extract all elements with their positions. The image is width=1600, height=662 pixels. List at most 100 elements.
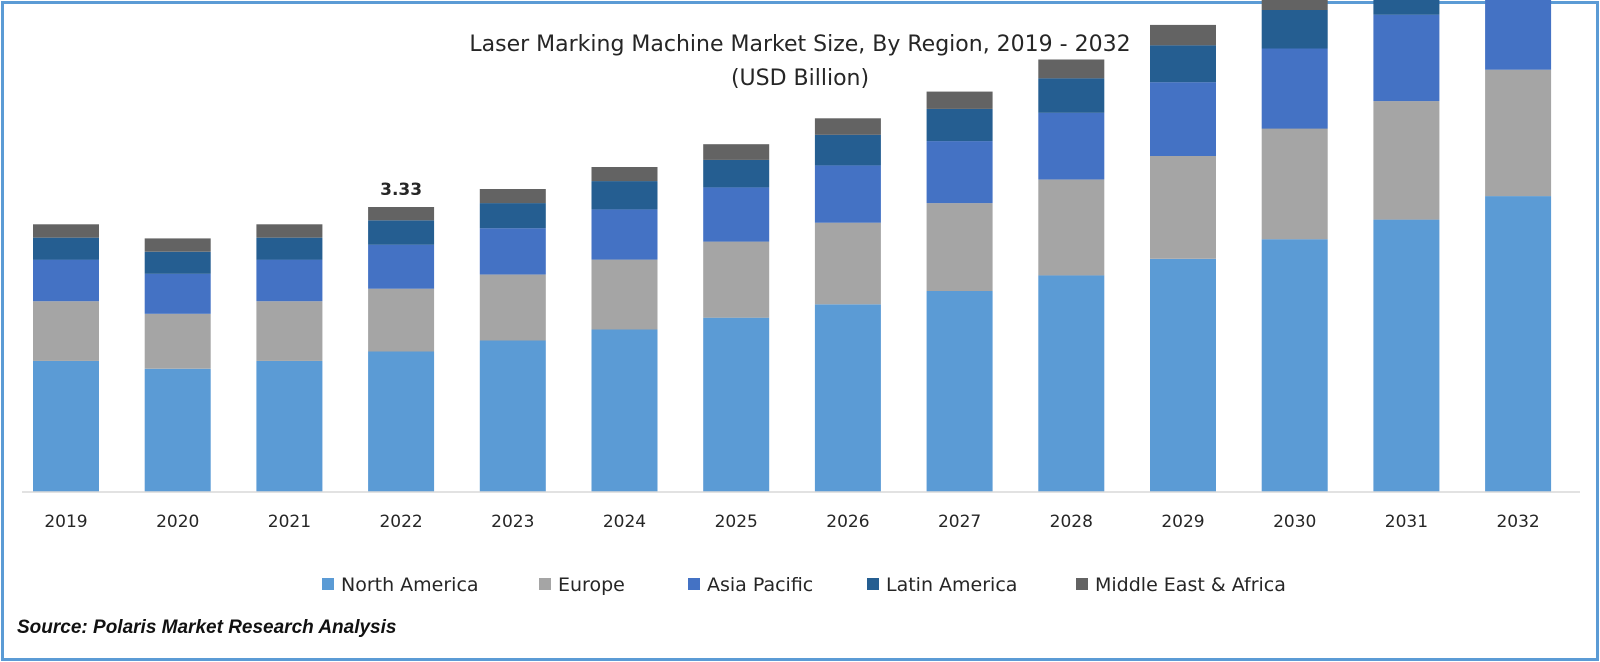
bar-segment-2021-asia-pacific	[256, 259, 323, 302]
x-tick-label: 2020	[156, 512, 199, 532]
bar-segment-2023-middle-east-africa	[479, 189, 546, 204]
bar-segment-2031-latin-america	[1373, 0, 1440, 15]
bars-layer	[33, 0, 1552, 492]
bar-segment-2023-asia-pacific	[479, 228, 546, 275]
bar-segment-2030-north-america	[1261, 239, 1328, 492]
x-tick-label: 2019	[44, 512, 87, 532]
x-tick-label: 2025	[715, 512, 758, 532]
legend-swatch	[688, 578, 700, 590]
legend-swatch	[1076, 578, 1088, 590]
bar-segment-2028-europe	[1038, 179, 1105, 276]
legend: North America Europe Asia Pacific Latin Ame…	[322, 574, 1286, 596]
bar-segment-2029-europe	[1150, 156, 1216, 259]
bar-segment-2030-latin-america	[1261, 10, 1328, 49]
bar-segment-2029-middle-east-africa	[1150, 24, 1216, 46]
bar-segment-2019-latin-america	[33, 237, 99, 260]
chart-subtitle: (USD Billion)	[731, 66, 869, 91]
bar-segment-2022-north-america	[368, 351, 435, 492]
x-axis-ticks: 2019 2020 2021 2022 2023 2024 2025 2026 2027 2028…	[44, 512, 1539, 532]
bar-segment-2032-europe	[1485, 69, 1552, 197]
bar-segment-2025-latin-america	[703, 159, 770, 188]
bar-segment-2030-middle-east-africa	[1261, 0, 1328, 10]
bar-segment-2031-europe	[1373, 101, 1440, 220]
x-tick-label: 2029	[1161, 512, 1204, 532]
legend-label: North America	[341, 574, 479, 596]
x-tick-label: 2024	[603, 512, 646, 532]
x-tick-label: 2023	[491, 512, 534, 532]
bar-segment-2022-europe	[368, 288, 435, 352]
bar-segment-2021-europe	[256, 301, 323, 361]
legend-swatch	[322, 578, 334, 590]
bar-segment-2023-europe	[479, 274, 546, 341]
bar-segment-2029-north-america	[1150, 258, 1216, 492]
x-tick-label: 2027	[938, 512, 981, 532]
bar-segment-2023-north-america	[479, 340, 546, 492]
bar-segment-2026-middle-east-africa	[814, 118, 881, 135]
bar-segment-2021-latin-america	[256, 237, 323, 260]
bar-segment-2024-north-america	[591, 329, 658, 492]
bar-segment-2030-europe	[1261, 128, 1328, 240]
legend-swatch	[539, 578, 551, 590]
chart-title: Laser Marking Machine Market Size, By Re…	[469, 32, 1130, 57]
bar-segment-2021-middle-east-africa	[256, 224, 323, 238]
bar-segment-2024-middle-east-africa	[591, 167, 658, 182]
bar-segment-2021-north-america	[256, 360, 323, 492]
bar-segment-2019-north-america	[33, 360, 99, 492]
bar-segment-2025-north-america	[703, 317, 770, 492]
bar-segment-2024-latin-america	[591, 181, 658, 210]
bar-segment-2020-latin-america	[144, 251, 211, 274]
x-tick-label: 2030	[1273, 512, 1316, 532]
bar-segment-2023-latin-america	[479, 203, 546, 229]
bar-segment-2030-asia-pacific	[1261, 48, 1328, 129]
bar-segment-2020-europe	[144, 313, 211, 369]
bar-segment-2020-asia-pacific	[144, 273, 211, 314]
bar-segment-2024-asia-pacific	[591, 209, 658, 260]
bar-segment-2022-asia-pacific	[368, 244, 435, 289]
data-labels: 3.33	[380, 180, 422, 200]
bar-segment-2027-latin-america	[926, 108, 993, 142]
bar-segment-2019-middle-east-africa	[33, 224, 99, 238]
bar-segment-2020-north-america	[144, 368, 211, 492]
bar-segment-2027-europe	[926, 203, 993, 291]
legend-label: Asia Pacific	[707, 574, 813, 596]
bar-segment-2032-north-america	[1485, 196, 1552, 492]
x-tick-label: 2026	[826, 512, 869, 532]
bar-segment-2019-europe	[33, 301, 99, 361]
bar-segment-2026-latin-america	[814, 134, 881, 166]
bar-segment-2032-asia-pacific	[1485, 0, 1552, 70]
x-tick-label: 2022	[379, 512, 422, 532]
x-tick-label: 2031	[1385, 512, 1428, 532]
legend-label: Middle East & Africa	[1095, 574, 1286, 596]
bar-segment-2028-latin-america	[1038, 78, 1105, 113]
bar-segment-2028-north-america	[1038, 275, 1105, 492]
bar-segment-2024-europe	[591, 259, 658, 330]
bar-segment-2025-middle-east-africa	[703, 144, 770, 160]
bar-segment-2027-north-america	[926, 291, 993, 492]
data-label: 3.33	[380, 180, 422, 200]
bar-segment-2026-north-america	[814, 304, 881, 492]
bar-segment-2019-asia-pacific	[33, 259, 99, 302]
bar-segment-2022-middle-east-africa	[368, 207, 435, 221]
x-tick-label: 2032	[1496, 512, 1539, 532]
bar-segment-2026-asia-pacific	[814, 165, 881, 223]
legend-label: Latin America	[886, 574, 1017, 596]
x-tick-label: 2028	[1050, 512, 1093, 532]
bar-segment-2026-europe	[814, 222, 881, 305]
bar-segment-2031-asia-pacific	[1373, 14, 1440, 102]
bar-segment-2028-middle-east-africa	[1038, 59, 1105, 79]
bar-segment-2025-europe	[703, 241, 770, 318]
bar-segment-2031-north-america	[1373, 219, 1440, 492]
legend-swatch	[867, 578, 879, 590]
x-tick-label: 2021	[268, 512, 311, 532]
legend-label: Europe	[558, 574, 625, 596]
bar-segment-2027-asia-pacific	[926, 141, 993, 204]
bar-segment-2029-asia-pacific	[1150, 82, 1216, 156]
source-note: Source: Polaris Market Research Analysis	[17, 617, 397, 638]
bar-segment-2022-latin-america	[368, 220, 435, 245]
bar-segment-2025-asia-pacific	[703, 187, 770, 242]
bar-segment-2027-middle-east-africa	[926, 91, 993, 109]
bar-segment-2028-asia-pacific	[1038, 112, 1105, 180]
bar-segment-2029-latin-america	[1150, 45, 1216, 83]
